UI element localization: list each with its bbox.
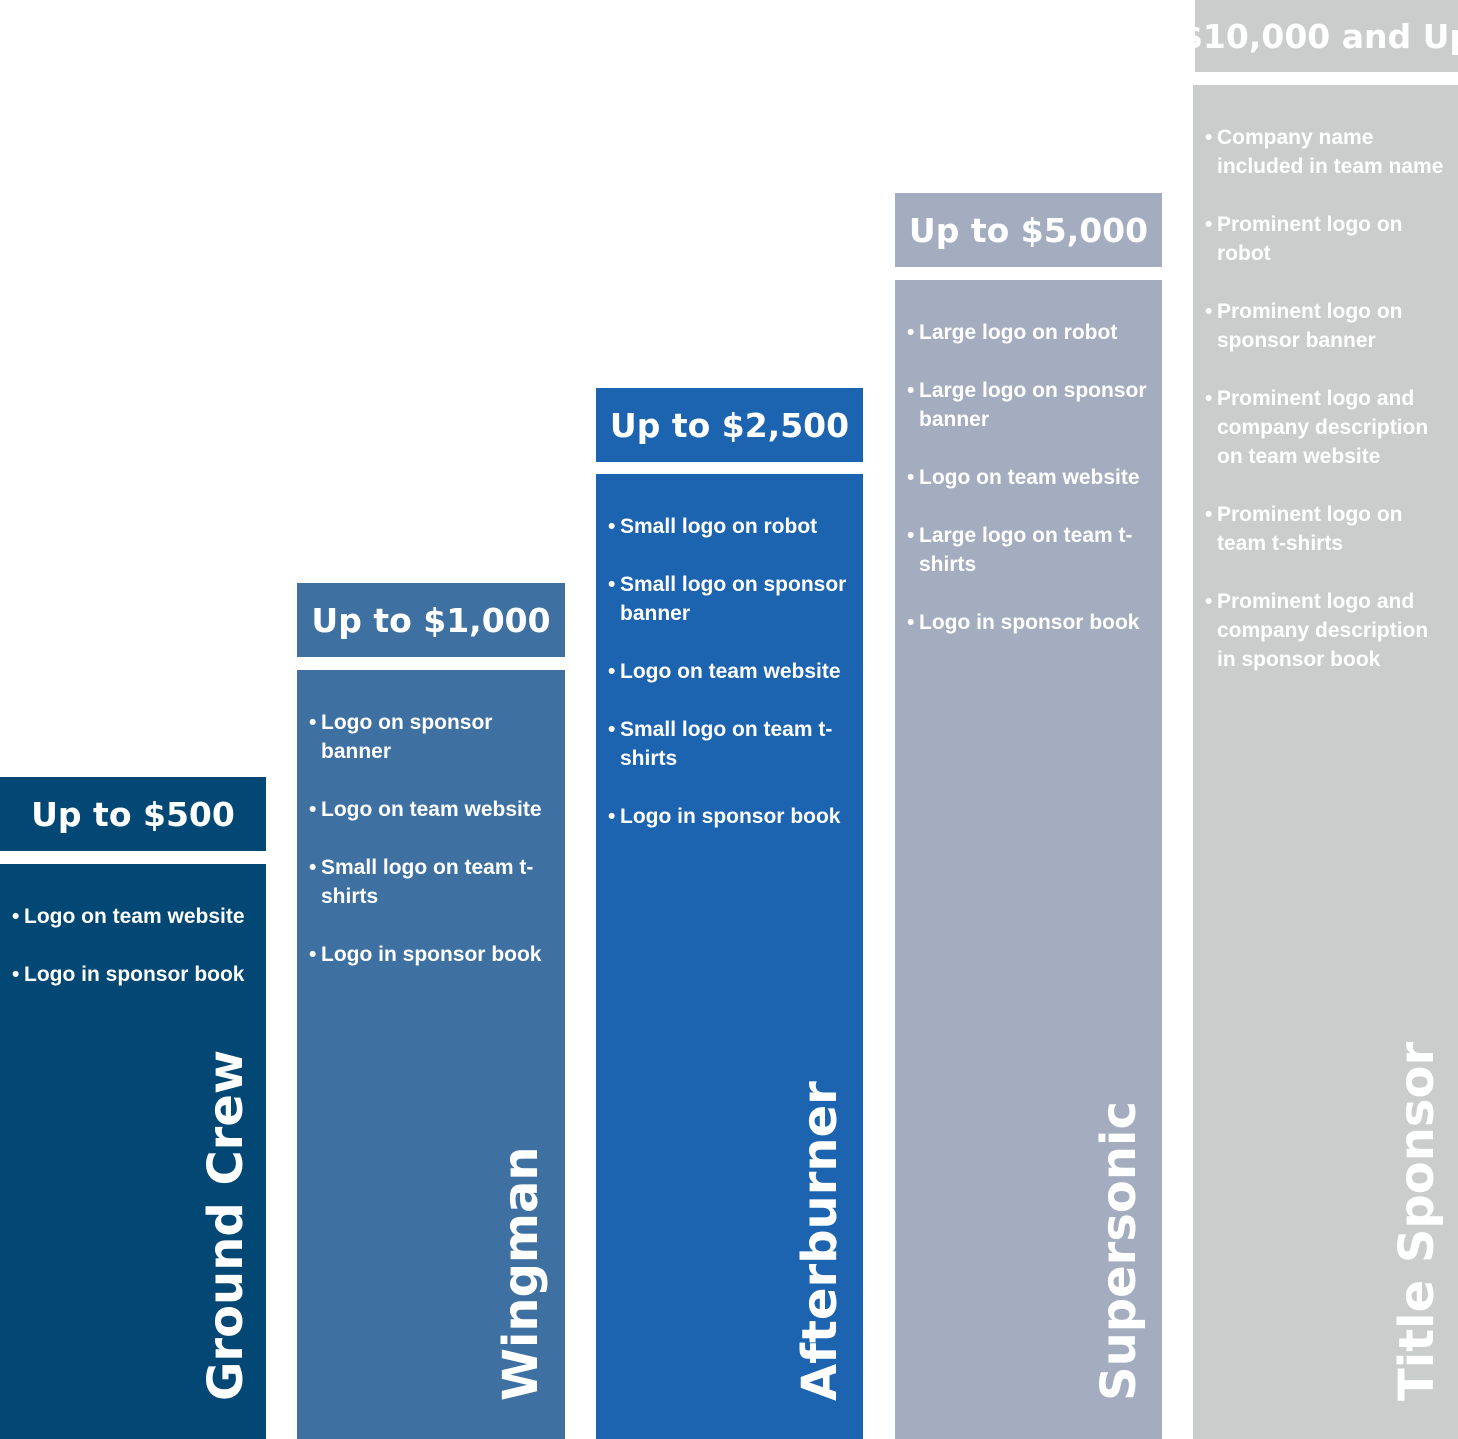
benefit-item: Large logo on team t-shirts: [907, 521, 1156, 579]
tier-price-header: Up to $1,000: [297, 583, 565, 657]
tier-afterburner: Up to $2,500 Small logo on robot Small l…: [596, 388, 863, 1439]
benefit-item: Logo in sponsor book: [12, 960, 260, 989]
tier-body: Company name included in team name Promi…: [1193, 85, 1458, 1439]
benefit-item: Large logo on robot: [907, 318, 1156, 347]
benefit-item: Prominent logo and company description o…: [1205, 384, 1452, 471]
benefit-list: Large logo on robot Large logo on sponso…: [907, 318, 1156, 666]
tier-title-sponsor: $10,000 and Up Company name included in …: [1180, 0, 1458, 1439]
benefit-item: Logo on team website: [309, 795, 559, 824]
tier-price-header: $10,000 and Up: [1180, 0, 1458, 72]
benefit-list: Small logo on robot Small logo on sponso…: [608, 512, 857, 860]
tier-price-header: Up to $500: [0, 777, 266, 851]
tier-supersonic: Up to $5,000 Large logo on robot Large l…: [895, 193, 1162, 1439]
tier-name: Afterburner: [792, 1081, 848, 1401]
benefit-item: Prominent logo and company description i…: [1205, 587, 1452, 674]
benefit-item: Small logo on team t-shirts: [608, 715, 857, 773]
tier-body: Large logo on robot Large logo on sponso…: [895, 280, 1162, 1439]
benefit-list: Logo on sponsor banner Logo on team webs…: [309, 708, 559, 998]
benefit-item: Prominent logo on sponsor banner: [1205, 297, 1452, 355]
benefit-item: Logo on team website: [12, 902, 260, 931]
tier-name: Ground Crew: [198, 1049, 254, 1401]
benefit-item: Logo in sponsor book: [907, 608, 1156, 637]
tier-name: Title Sponsor: [1389, 1041, 1445, 1401]
tier-name: Supersonic: [1091, 1101, 1147, 1401]
benefit-list: Company name included in team name Promi…: [1205, 123, 1452, 703]
tier-body: Logo on team website Logo in sponsor boo…: [0, 864, 266, 1439]
tier-body: Small logo on robot Small logo on sponso…: [596, 474, 863, 1439]
benefit-item: Small logo on robot: [608, 512, 857, 541]
benefit-item: Logo in sponsor book: [608, 802, 857, 831]
benefit-item: Prominent logo on team t-shirts: [1205, 500, 1452, 558]
benefit-item: Prominent logo on robot: [1205, 210, 1452, 268]
benefit-item: Logo on sponsor banner: [309, 708, 559, 766]
benefit-item: Logo on team website: [608, 657, 857, 686]
benefit-item: Small logo on sponsor banner: [608, 570, 857, 628]
benefit-item: Logo on team website: [907, 463, 1156, 492]
tier-wingman: Up to $1,000 Logo on sponsor banner Logo…: [297, 583, 565, 1439]
tier-ground-crew: Up to $500 Logo on team website Logo in …: [0, 777, 266, 1439]
benefit-item: Small logo on team t-shirts: [309, 853, 559, 911]
tier-name: Wingman: [493, 1146, 549, 1401]
benefit-item: Company name included in team name: [1205, 123, 1452, 181]
tier-body: Logo on sponsor banner Logo on team webs…: [297, 670, 565, 1439]
tier-price-header: Up to $2,500: [596, 388, 863, 462]
tier-price-header: Up to $5,000: [895, 193, 1162, 267]
benefit-list: Logo on team website Logo in sponsor boo…: [12, 902, 260, 1018]
benefit-item: Logo in sponsor book: [309, 940, 559, 969]
benefit-item: Large logo on sponsor banner: [907, 376, 1156, 434]
